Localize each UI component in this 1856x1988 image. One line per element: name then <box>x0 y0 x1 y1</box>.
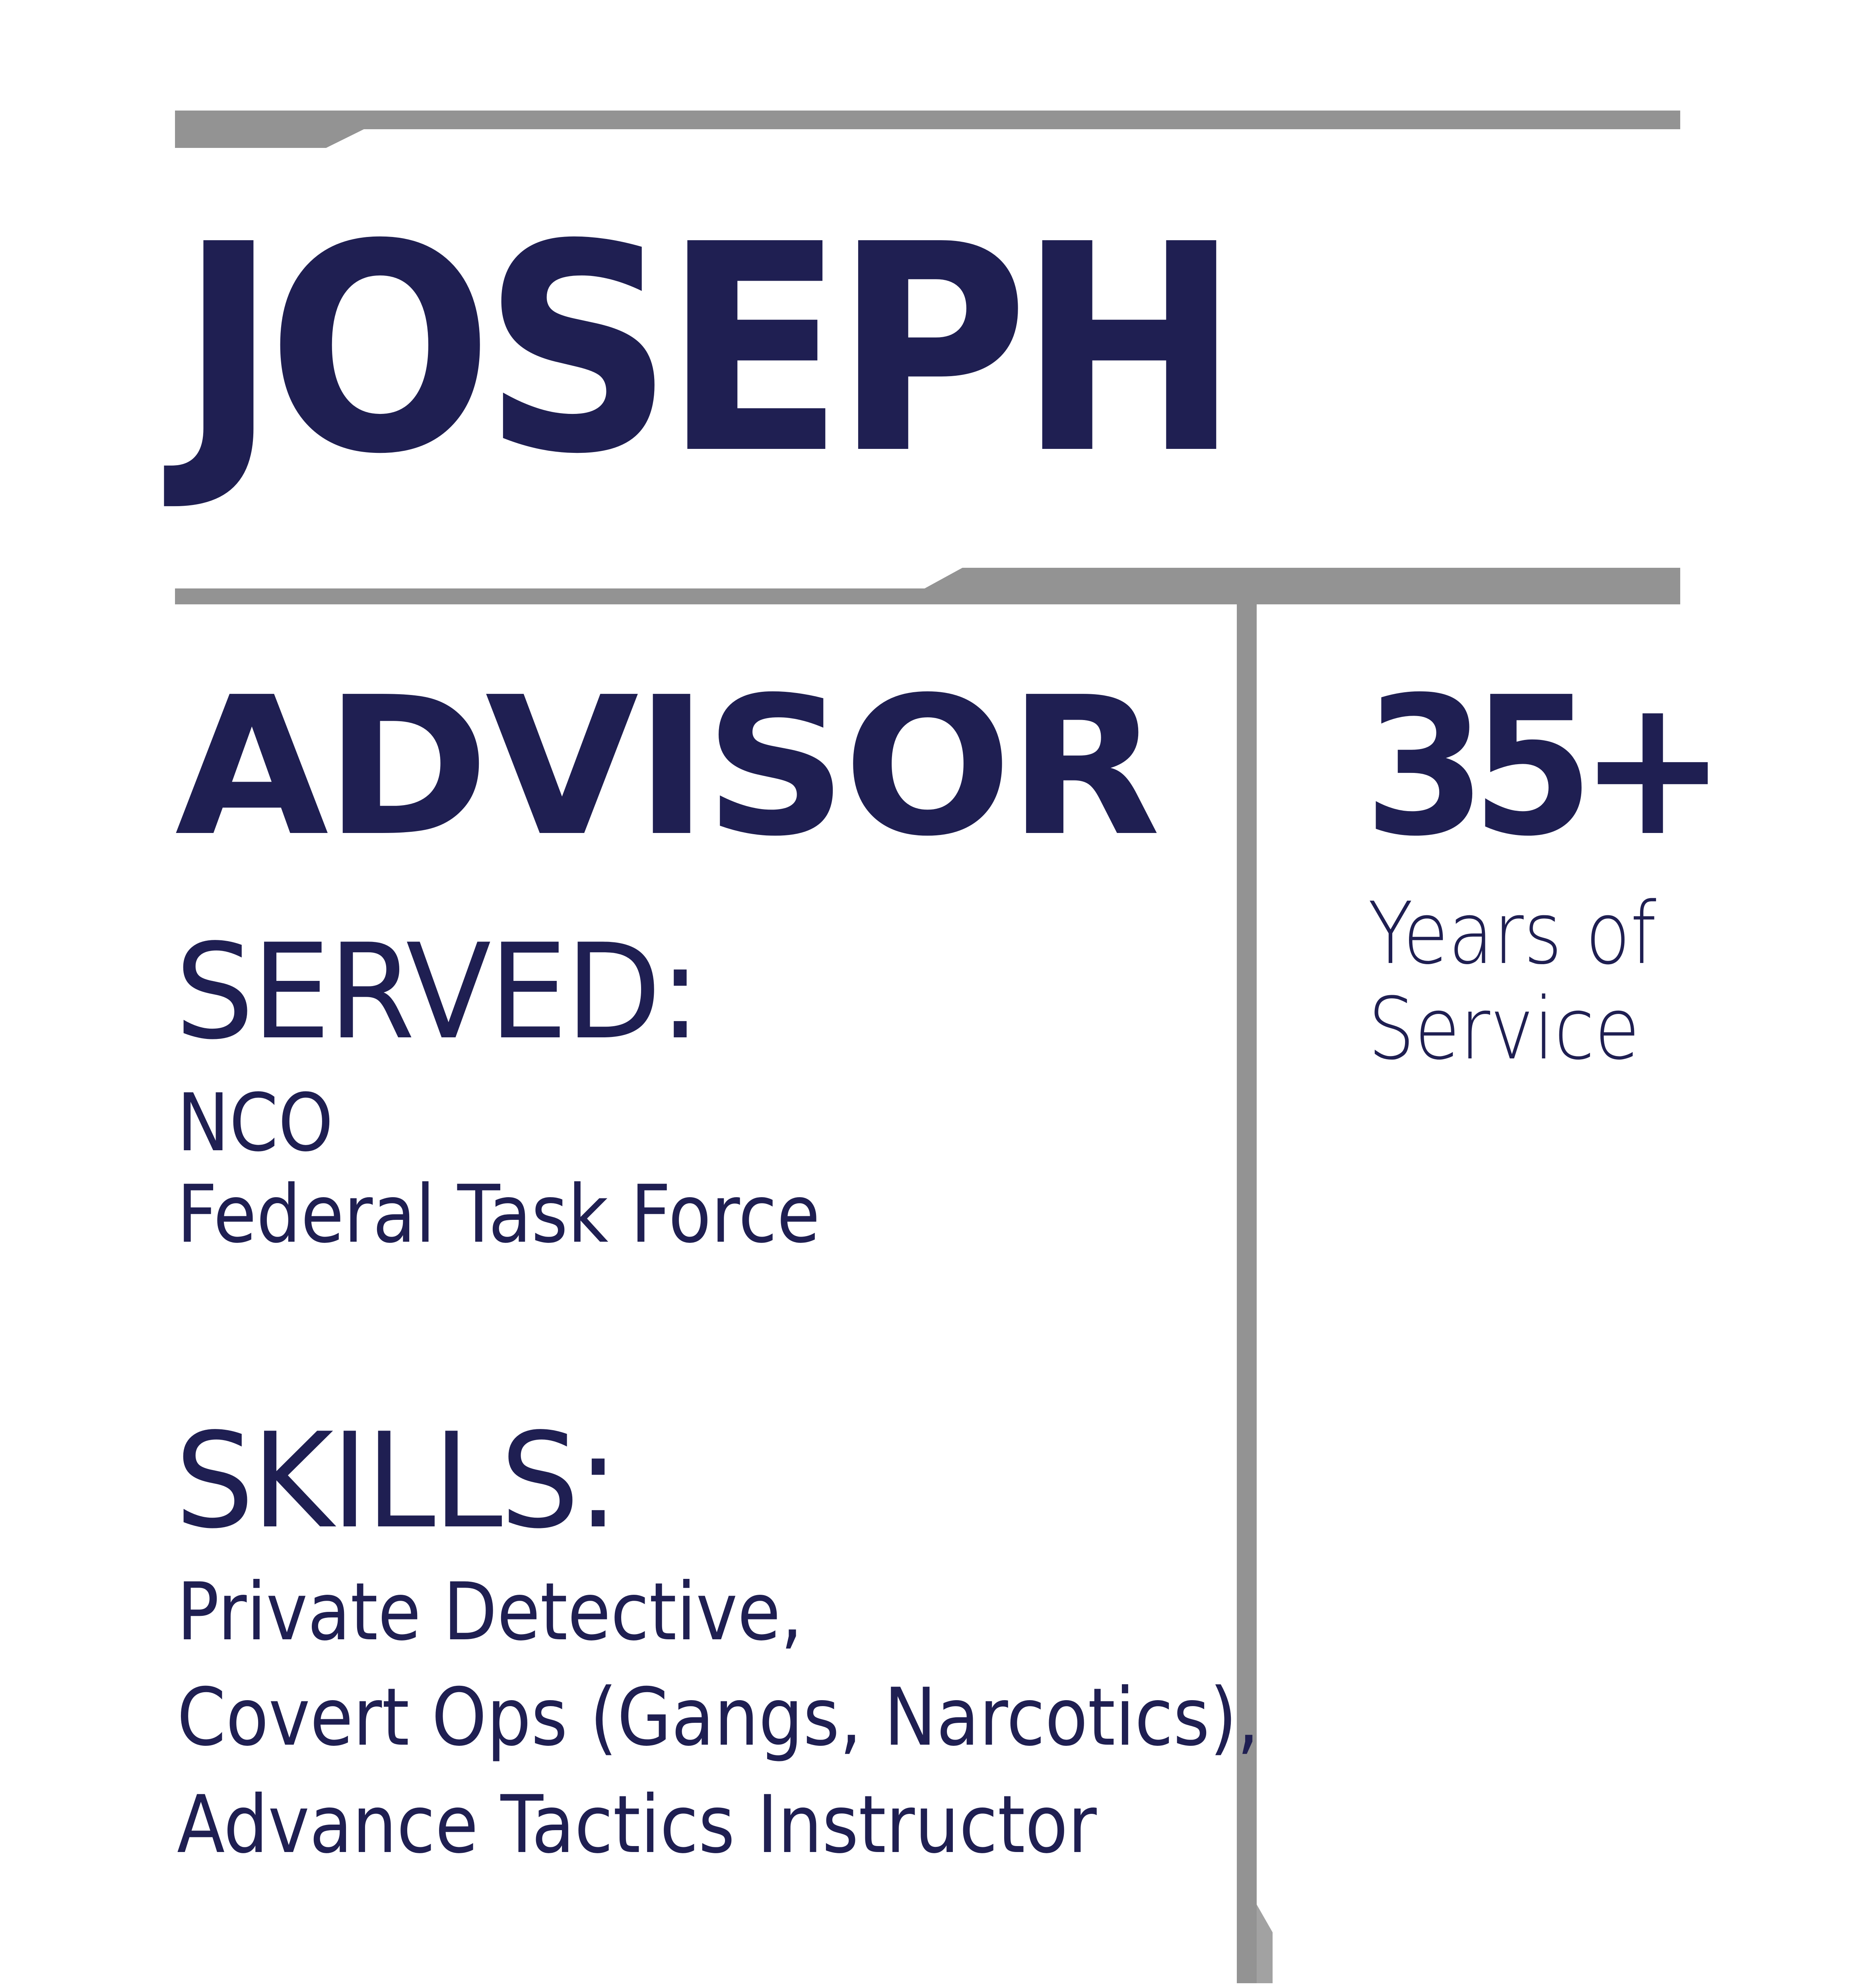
years-of-service-label: Service <box>1368 979 1640 1079</box>
divider-foot <box>1257 1905 1273 1983</box>
served-item: NCO <box>177 1077 334 1169</box>
years-of-service-number: 35+ <box>1364 656 1726 878</box>
years-of-service-label: Years of <box>1368 883 1656 983</box>
person-name: JOSEPH <box>179 183 1241 516</box>
role-title: ADVISOR <box>175 656 1161 878</box>
vertical-divider <box>1237 604 1257 1983</box>
skills-line: Private Detective, <box>177 1566 803 1658</box>
served-heading: SERVED: <box>175 916 701 1068</box>
skills-line: Covert Ops (Gangs, Narcotics), <box>177 1671 1259 1764</box>
skills-heading: SKILLS: <box>175 1405 619 1557</box>
served-item: Federal Task Force <box>177 1168 820 1261</box>
middle-rule <box>175 568 1680 604</box>
top-rule <box>175 111 1680 148</box>
skills-line: Advance Tactics Instructor <box>177 1778 1097 1871</box>
